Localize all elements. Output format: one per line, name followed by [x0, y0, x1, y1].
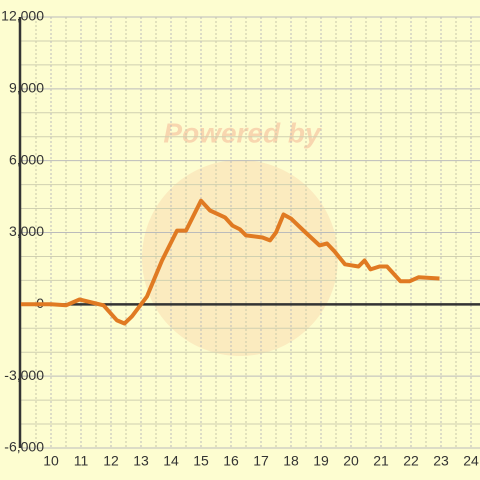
x-tick-label: 18 — [283, 453, 299, 469]
y-tick-label: -6,000 — [4, 439, 44, 455]
x-tick-label: 17 — [253, 453, 269, 469]
x-tick-label: 12 — [103, 453, 119, 469]
x-tick-label: 23 — [433, 453, 449, 469]
x-tick-label: 22 — [403, 453, 419, 469]
x-tick-label: 21 — [373, 453, 389, 469]
watermark: Powered by — [163, 117, 322, 148]
y-tick-label: 6,000 — [9, 151, 44, 167]
y-tick-label: 9,000 — [9, 80, 44, 96]
x-tick-label: 14 — [163, 453, 179, 469]
y-tick-label: 3,000 — [9, 223, 44, 239]
x-tick-label: 24 — [463, 453, 479, 469]
x-tick-label: 15 — [193, 453, 209, 469]
line — [21, 198, 440, 326]
x-tick-label: 11 — [74, 453, 89, 469]
x-tick-label: 16 — [223, 453, 239, 469]
y-tick-label: -3,000 — [4, 367, 44, 383]
x-tick-label: 20 — [343, 453, 359, 469]
x-tick-label: 13 — [133, 453, 149, 469]
x-tick-label: 19 — [313, 453, 329, 469]
x-tick-label: 10 — [43, 453, 59, 469]
y-tick-label: 12,000 — [1, 8, 44, 24]
